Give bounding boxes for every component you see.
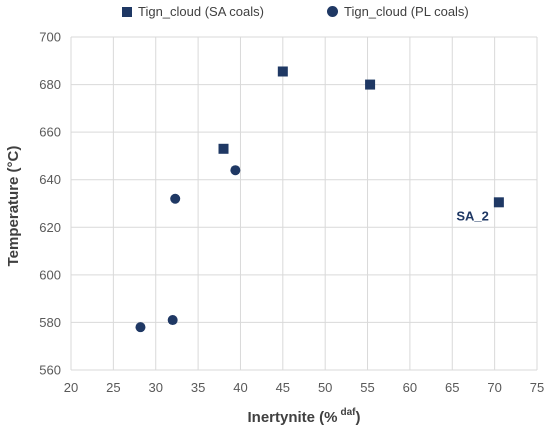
data-point-square [218, 143, 229, 154]
x-tick-label: 25 [106, 380, 120, 395]
data-point-circle [170, 193, 181, 204]
axes: 20 25 30 35 40 45 50 55 60 65 70 75 560 580 600 620 640 6… [39, 30, 544, 396]
gridlines [70, 36, 538, 371]
x-axis-label-superscript: daf [341, 407, 357, 418]
x-axis-label: Inertynite (% daf) [247, 407, 360, 426]
x-tick-label: 55 [360, 380, 374, 395]
x-tick-label: 65 [445, 380, 459, 395]
legend-label-pl-coals: Tign_cloud (PL coals) [344, 4, 469, 19]
y-axis-label: Temperature (°C) [5, 146, 22, 267]
y-tick-label: 560 [39, 363, 61, 378]
legend: Tign_cloud (SA coals) Tign_cloud (PL coa… [0, 4, 550, 24]
y-tick-label: 600 [39, 267, 61, 282]
y-tick-label: 620 [39, 220, 61, 235]
y-tick-label: 700 [39, 30, 61, 45]
y-tick-label: 640 [39, 172, 61, 187]
x-tick-label: 50 [318, 380, 332, 395]
annotations: SA_2 [456, 208, 489, 223]
data-point-circle [167, 315, 178, 326]
x-tick-label: 35 [191, 380, 205, 395]
point-annotation: SA_2 [456, 208, 489, 223]
legend-item-pl-coals: Tign_cloud (PL coals) [327, 4, 469, 19]
data-point-circle [230, 165, 241, 176]
y-tick-label: 680 [39, 77, 61, 92]
x-axis-label-close: ) [356, 409, 361, 426]
data-point-square [365, 79, 376, 90]
legend-label-sa-coals: Tign_cloud (SA coals) [138, 4, 264, 19]
x-tick-label: 45 [276, 380, 290, 395]
data-points [135, 66, 504, 333]
data-point-circle [135, 322, 146, 333]
y-tick-label: 580 [39, 315, 61, 330]
x-tick-label: 60 [403, 380, 417, 395]
x-tick-label: 20 [64, 380, 78, 395]
x-tick-label: 40 [233, 380, 247, 395]
x-axis-label-main: Inertynite (% [247, 409, 337, 426]
data-point-square [277, 66, 288, 77]
x-tick-label: 30 [148, 380, 162, 395]
square-marker-icon [122, 6, 132, 17]
x-tick-label: 70 [487, 380, 501, 395]
circle-marker-icon [327, 6, 338, 17]
data-point-square [493, 197, 504, 208]
legend-item-sa-coals: Tign_cloud (SA coals) [122, 4, 264, 19]
x-tick-label: 75 [530, 380, 544, 395]
y-tick-label: 660 [39, 125, 61, 140]
